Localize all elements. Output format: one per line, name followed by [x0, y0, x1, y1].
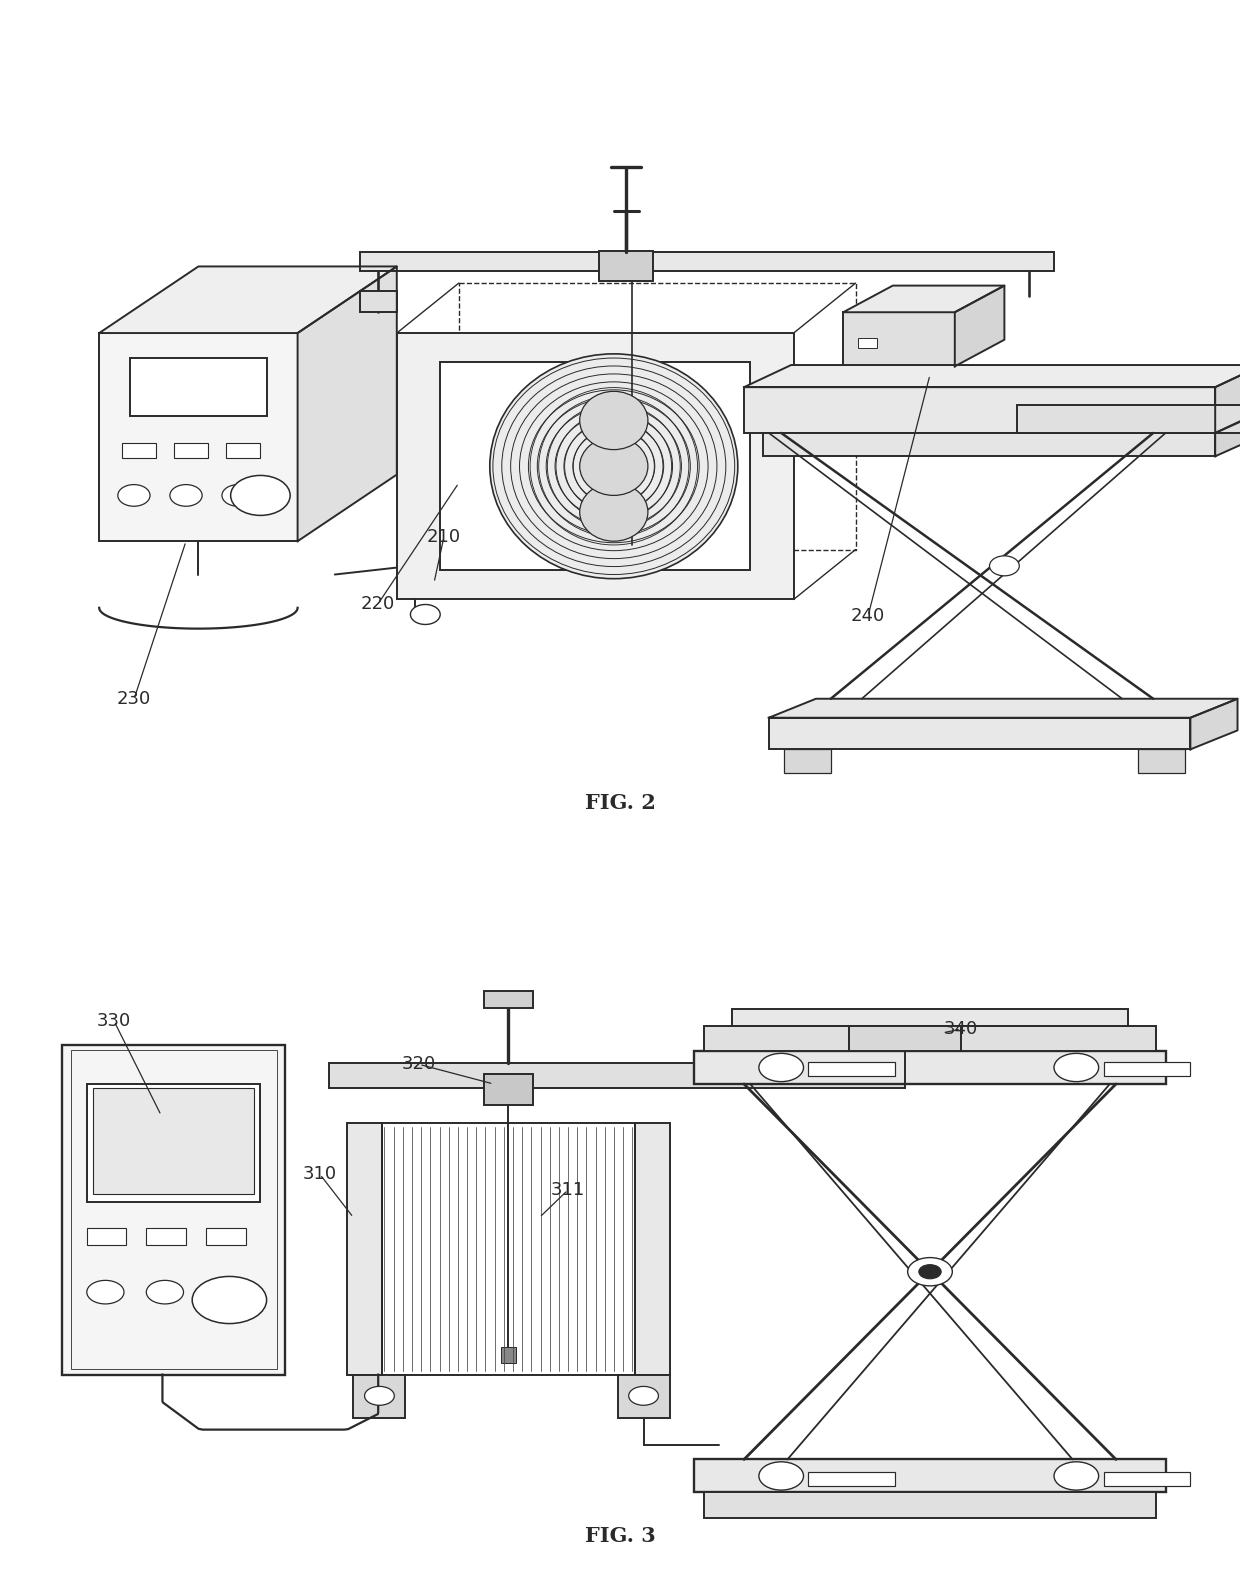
Bar	[206, 1229, 246, 1244]
Circle shape	[231, 476, 290, 515]
Bar	[784, 749, 831, 773]
Circle shape	[206, 1280, 243, 1304]
Circle shape	[222, 484, 254, 506]
Circle shape	[759, 1053, 804, 1081]
Polygon shape	[955, 286, 1004, 366]
Polygon shape	[769, 699, 1238, 718]
Text: 330: 330	[97, 1012, 131, 1031]
Text: FIG. 2: FIG. 2	[584, 793, 656, 814]
Bar	[843, 313, 955, 366]
Bar	[130, 358, 267, 416]
Bar	[226, 443, 260, 459]
Bar	[1138, 749, 1185, 773]
Text: 311: 311	[551, 1181, 585, 1199]
Bar	[858, 338, 877, 349]
Circle shape	[919, 1265, 941, 1279]
Ellipse shape	[580, 391, 649, 449]
Bar	[62, 1045, 285, 1375]
Polygon shape	[298, 267, 397, 540]
Polygon shape	[843, 286, 1004, 313]
Polygon shape	[1190, 699, 1238, 749]
Text: 240: 240	[851, 606, 885, 625]
Bar	[99, 333, 298, 540]
Bar	[382, 1123, 635, 1375]
Bar	[635, 1123, 670, 1375]
Text: 220: 220	[361, 595, 396, 613]
Ellipse shape	[490, 353, 738, 578]
Bar	[1017, 405, 1240, 434]
Bar	[329, 1062, 905, 1087]
Bar	[440, 363, 750, 570]
Polygon shape	[99, 267, 397, 333]
Text: 230: 230	[117, 690, 151, 709]
Bar	[599, 251, 653, 281]
Bar	[763, 434, 1215, 456]
Bar	[1104, 1472, 1190, 1486]
Bar	[744, 386, 1215, 434]
Circle shape	[1054, 1053, 1099, 1081]
Circle shape	[410, 605, 440, 625]
Circle shape	[1054, 1461, 1099, 1489]
Bar	[353, 1375, 405, 1417]
Bar	[347, 1123, 382, 1375]
Bar	[360, 253, 1054, 270]
Bar	[618, 1375, 670, 1417]
Circle shape	[192, 1276, 267, 1323]
Circle shape	[908, 1257, 952, 1285]
Bar	[849, 1026, 961, 1051]
Circle shape	[990, 556, 1019, 577]
Bar	[694, 1051, 1166, 1084]
Bar	[484, 990, 533, 1009]
Bar	[732, 1009, 1128, 1026]
Bar	[87, 1084, 260, 1202]
Bar	[146, 1229, 186, 1244]
Ellipse shape	[580, 482, 649, 540]
Circle shape	[118, 484, 150, 506]
Bar	[397, 333, 794, 600]
Bar	[704, 1026, 1156, 1051]
Bar	[1104, 1062, 1190, 1076]
Circle shape	[87, 1280, 124, 1304]
Bar	[769, 718, 1190, 749]
Bar	[360, 292, 397, 313]
Ellipse shape	[580, 437, 649, 495]
Polygon shape	[1215, 364, 1240, 434]
Text: 210: 210	[427, 528, 461, 547]
Bar	[808, 1472, 895, 1486]
Bar	[484, 1075, 533, 1106]
Bar	[93, 1087, 254, 1194]
Bar	[87, 1229, 126, 1244]
Text: 320: 320	[402, 1056, 436, 1073]
Circle shape	[365, 1387, 394, 1404]
Bar	[704, 1492, 1156, 1518]
Polygon shape	[1215, 421, 1240, 456]
Circle shape	[146, 1280, 184, 1304]
Bar	[808, 1062, 895, 1076]
Circle shape	[759, 1461, 804, 1489]
Circle shape	[170, 484, 202, 506]
Text: 340: 340	[944, 1020, 978, 1038]
Bar	[122, 443, 156, 459]
Bar	[501, 1346, 516, 1362]
Text: 310: 310	[303, 1166, 337, 1183]
Bar	[694, 1459, 1166, 1492]
Bar	[174, 443, 208, 459]
Polygon shape	[744, 364, 1240, 386]
Bar	[71, 1049, 277, 1368]
Text: FIG. 3: FIG. 3	[584, 1525, 656, 1546]
Circle shape	[629, 1387, 658, 1404]
